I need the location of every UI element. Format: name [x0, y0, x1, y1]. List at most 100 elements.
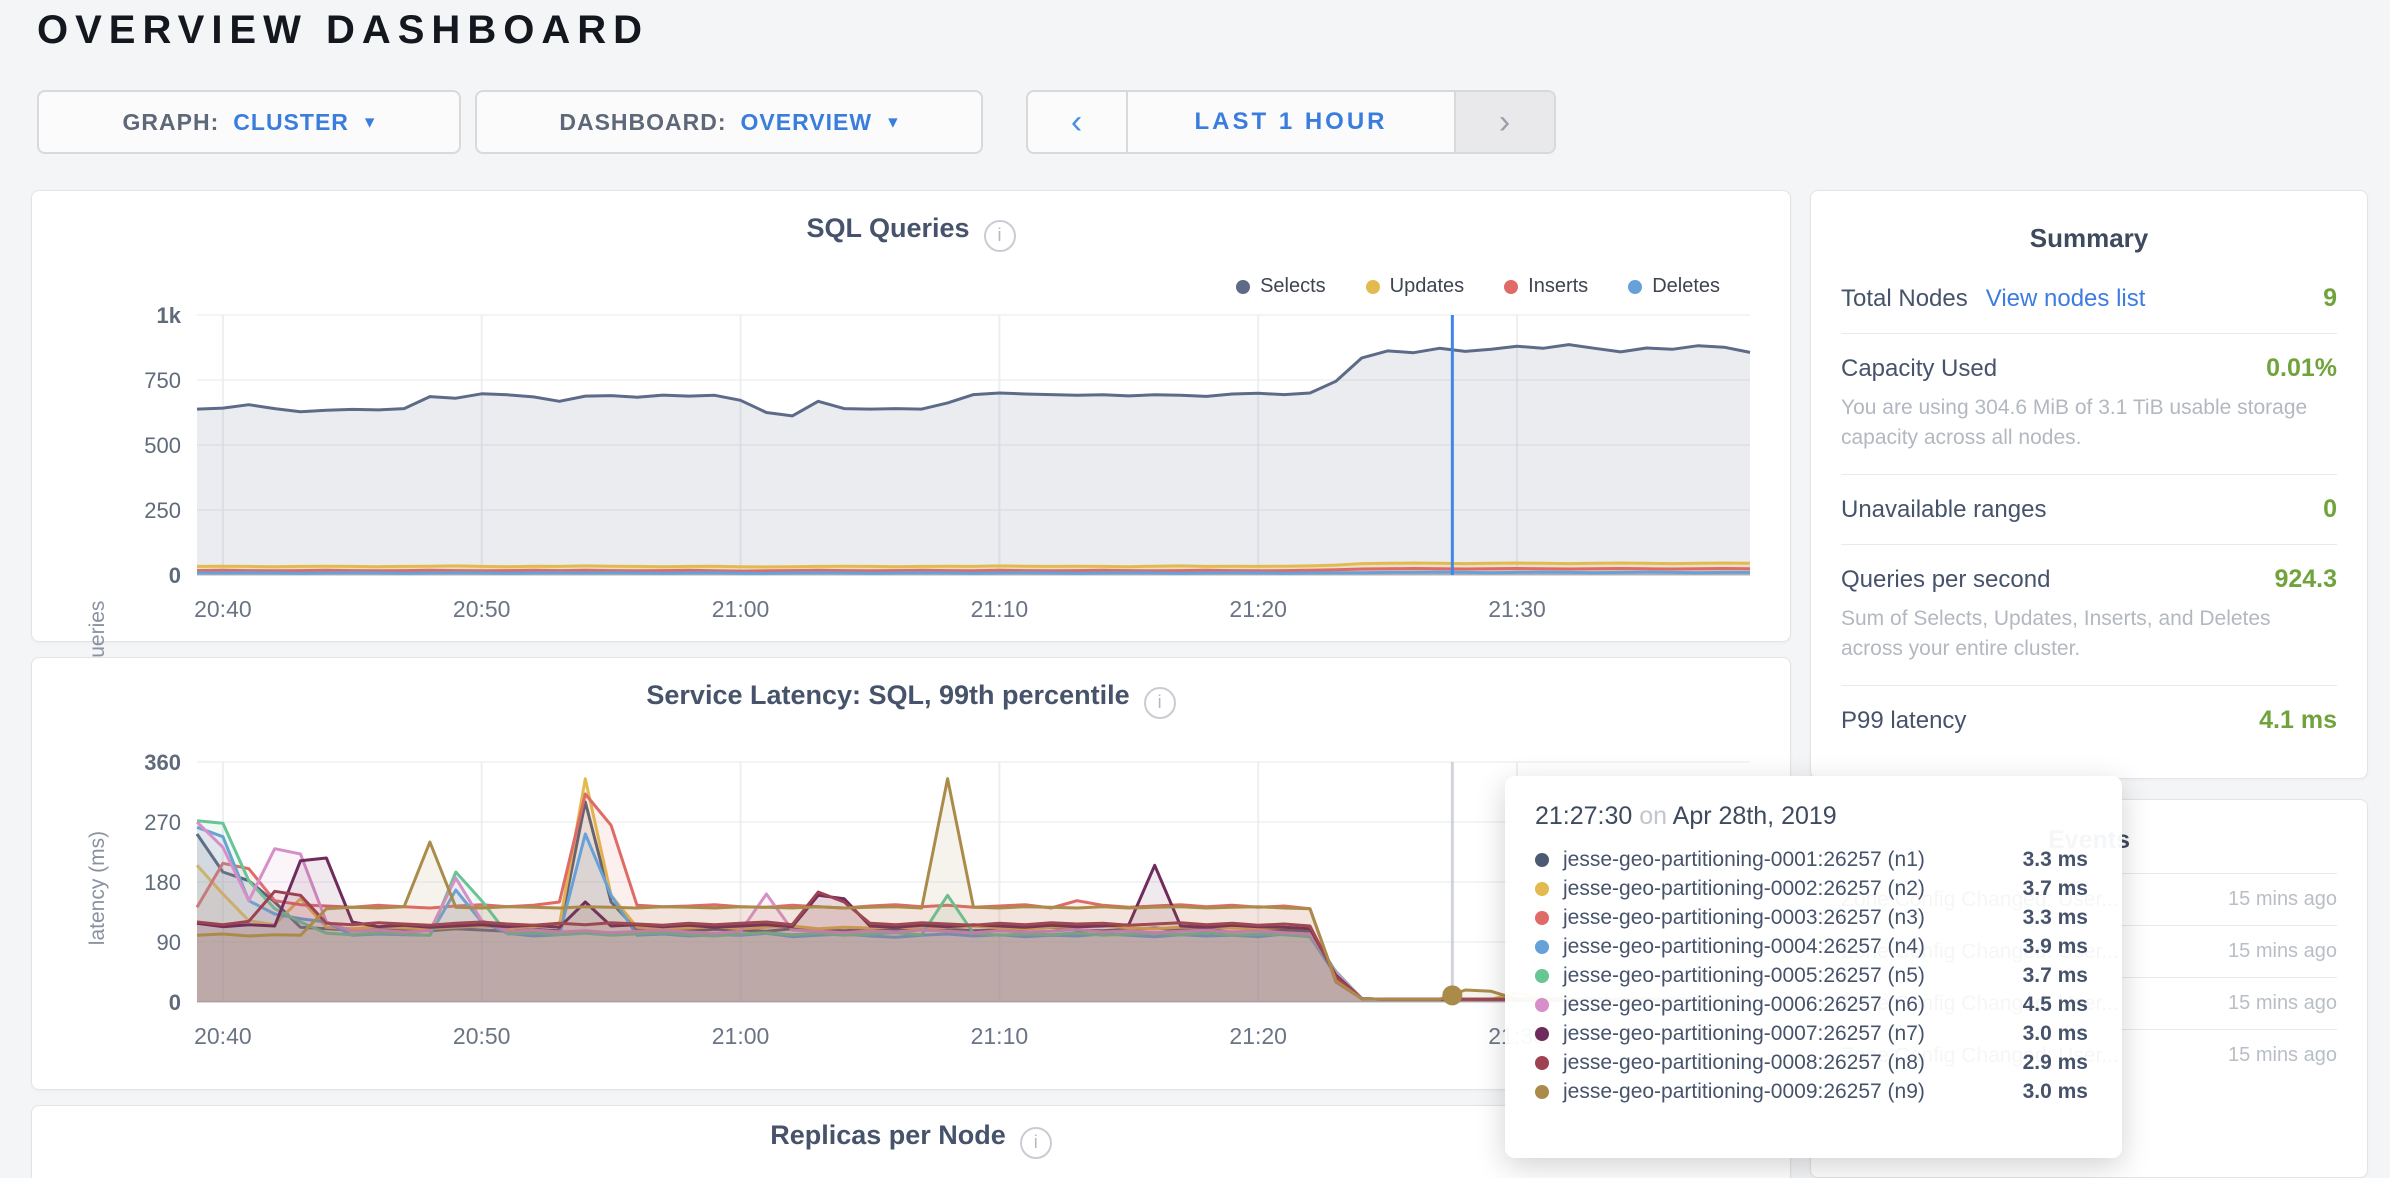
- inserts-dot-icon: [1504, 279, 1519, 294]
- svg-text:21:20: 21:20: [1229, 596, 1287, 622]
- total-nodes-label: Total Nodes: [1841, 285, 1968, 312]
- node-name: jesse-geo-partitioning-0006:26257 (n6): [1563, 992, 1925, 1016]
- summary-panel: Summary Total Nodes View nodes list 9 Ca…: [1810, 190, 2368, 779]
- event-time: 15 mins ago: [2228, 992, 2337, 1014]
- svg-text:20:40: 20:40: [194, 1023, 252, 1049]
- svg-text:180: 180: [144, 870, 181, 895]
- capacity-used-subtext: You are using 304.6 MiB of 3.1 TiB usabl…: [1841, 396, 2308, 450]
- legend-item-updates: Updates: [1365, 275, 1464, 298]
- graph-dropdown-value: CLUSTER: [233, 108, 349, 135]
- node-latency-value: 3.9 ms: [2022, 934, 2088, 958]
- info-icon[interactable]: i: [1143, 687, 1176, 719]
- node-latency-value: 3.0 ms: [2022, 1079, 2088, 1103]
- node-latency-value: 3.7 ms: [2022, 876, 2088, 900]
- unavailable-ranges-row: Unavailable ranges 0: [1841, 495, 2337, 524]
- node-name: jesse-geo-partitioning-0009:26257 (n9): [1563, 1079, 1925, 1103]
- tooltip-row: jesse-geo-partitioning-0005:26257 (n5) 3…: [1535, 961, 2088, 990]
- svg-text:20:40: 20:40: [194, 596, 252, 622]
- node-dot-icon: [1535, 939, 1549, 954]
- svg-text:360: 360: [144, 750, 181, 775]
- service-latency-card: Service Latency: SQL, 99th percentile i l…: [31, 657, 1791, 1090]
- node-name: jesse-geo-partitioning-0001:26257 (n1): [1563, 847, 1925, 871]
- event-time: 15 mins ago: [2228, 888, 2337, 910]
- node-name: jesse-geo-partitioning-0008:26257 (n8): [1563, 1050, 1925, 1074]
- total-nodes-row: Total Nodes View nodes list 9: [1841, 284, 2337, 313]
- tooltip-row: jesse-geo-partitioning-0001:26257 (n1) 3…: [1535, 845, 2088, 874]
- chart-hover-tooltip: 21:27:30 on Apr 28th, 2019 jesse-geo-par…: [1505, 776, 2122, 1158]
- sql-queries-card: SQL Queries i Selects Updates Inserts Del…: [31, 190, 1792, 669]
- node-dot-icon: [1535, 1055, 1549, 1070]
- unavailable-ranges-value: 0: [2323, 494, 2337, 523]
- event-time: 15 mins ago: [2228, 1044, 2337, 1066]
- divider: [1841, 684, 2337, 686]
- node-dot-icon: [1535, 881, 1549, 896]
- node-dot-icon: [1535, 968, 1549, 983]
- node-name: jesse-geo-partitioning-0005:26257 (n5): [1563, 963, 1925, 987]
- capacity-used-row: Capacity Used 0.01%: [1841, 354, 2337, 383]
- capacity-used-value: 0.01%: [2266, 354, 2337, 382]
- svg-text:270: 270: [144, 810, 181, 835]
- dashboard-dropdown-label: DASHBOARD:: [559, 108, 727, 135]
- time-range-prev-button[interactable]: ‹: [1028, 92, 1128, 152]
- dashboard-dropdown[interactable]: DASHBOARD: OVERVIEW ▾: [475, 90, 983, 154]
- chevron-left-icon: ‹: [1070, 102, 1084, 141]
- chevron-down-icon: ▾: [888, 111, 899, 133]
- queries-per-second-value: 924.3: [2274, 564, 2337, 593]
- p99-latency-value: 4.1 ms: [2259, 705, 2337, 734]
- service-latency-chart[interactable]: 36027018090020:4020:5021:0021:1021:2021:…: [92, 748, 1792, 1078]
- svg-text:21:00: 21:00: [712, 596, 770, 622]
- svg-text:20:50: 20:50: [453, 1023, 511, 1049]
- p99-latency-label: P99 latency: [1841, 706, 1967, 734]
- svg-text:20:50: 20:50: [453, 596, 511, 622]
- svg-text:0: 0: [169, 563, 181, 588]
- tooltip-row: jesse-geo-partitioning-0008:26257 (n8) 2…: [1535, 1048, 2088, 1077]
- tooltip-row: jesse-geo-partitioning-0006:26257 (n6) 4…: [1535, 990, 2088, 1019]
- svg-text:90: 90: [157, 930, 181, 955]
- view-nodes-list-link[interactable]: View nodes list: [1985, 285, 2146, 312]
- legend-item-inserts: Inserts: [1504, 275, 1588, 298]
- time-range-next-button[interactable]: ›: [1454, 92, 1554, 152]
- selects-dot-icon: [1236, 279, 1251, 294]
- sql-queries-legend: Selects Updates Inserts Deletes: [1236, 275, 1720, 298]
- sql-queries-chart[interactable]: 1k 750 500 250 0 20:40 20:50 21:00 21:10 21:20 21:…: [92, 301, 1792, 631]
- node-name: jesse-geo-partitioning-0004:26257 (n4): [1563, 934, 1925, 958]
- node-dot-icon: [1535, 910, 1549, 925]
- tooltip-row: jesse-geo-partitioning-0003:26257 (n3) 3…: [1535, 903, 2088, 932]
- node-dot-icon: [1535, 997, 1549, 1012]
- replicas-per-node-card: Replicas per Node i: [31, 1105, 1791, 1178]
- p99-latency-row: P99 latency 4.1 ms: [1841, 706, 2337, 735]
- info-icon[interactable]: i: [983, 220, 1016, 252]
- node-name: jesse-geo-partitioning-0007:26257 (n7): [1563, 1021, 1925, 1045]
- node-latency-value: 4.5 ms: [2022, 992, 2088, 1016]
- replicas-per-node-title: Replicas per Node i: [32, 1120, 1790, 1159]
- tooltip-row: jesse-geo-partitioning-0004:26257 (n4) 3…: [1535, 932, 2088, 961]
- capacity-used-label: Capacity Used: [1841, 355, 1998, 382]
- graph-dropdown[interactable]: GRAPH: CLUSTER ▾: [37, 90, 461, 154]
- chevron-right-icon: ›: [1498, 102, 1512, 141]
- node-latency-value: 3.7 ms: [2022, 963, 2088, 987]
- node-dot-icon: [1535, 1084, 1549, 1099]
- node-latency-value: 3.0 ms: [2022, 1021, 2088, 1045]
- service-latency-title: Service Latency: SQL, 99th percentile i: [32, 680, 1790, 719]
- svg-text:250: 250: [144, 498, 181, 523]
- tooltip-timestamp: 21:27:30 on Apr 28th, 2019: [1535, 802, 1837, 830]
- queries-per-second-label: Queries per second: [1841, 565, 2051, 593]
- node-latency-value: 3.3 ms: [2022, 905, 2088, 929]
- svg-text:21:00: 21:00: [712, 1023, 770, 1049]
- svg-text:21:10: 21:10: [971, 1023, 1029, 1049]
- node-name: jesse-geo-partitioning-0002:26257 (n2): [1563, 876, 1925, 900]
- node-dot-icon: [1535, 852, 1549, 867]
- summary-title: Summary: [2029, 223, 2149, 253]
- info-icon[interactable]: i: [1019, 1127, 1052, 1159]
- graph-dropdown-label: GRAPH:: [122, 108, 220, 135]
- time-range-value[interactable]: LAST 1 HOUR: [1194, 108, 1388, 135]
- queries-per-second-subtext: Sum of Selects, Updates, Inserts, and De…: [1841, 606, 2271, 661]
- total-nodes-value: 9: [2323, 284, 2337, 312]
- unavailable-ranges-label: Unavailable ranges: [1841, 495, 2047, 523]
- event-time: 15 mins ago: [2228, 940, 2337, 962]
- svg-text:1k: 1k: [157, 303, 182, 328]
- tooltip-row: jesse-geo-partitioning-0009:26257 (n9) 3…: [1535, 1077, 2088, 1106]
- svg-text:0: 0: [169, 990, 181, 1015]
- queries-per-second-row: Queries per second 924.3: [1841, 565, 2337, 594]
